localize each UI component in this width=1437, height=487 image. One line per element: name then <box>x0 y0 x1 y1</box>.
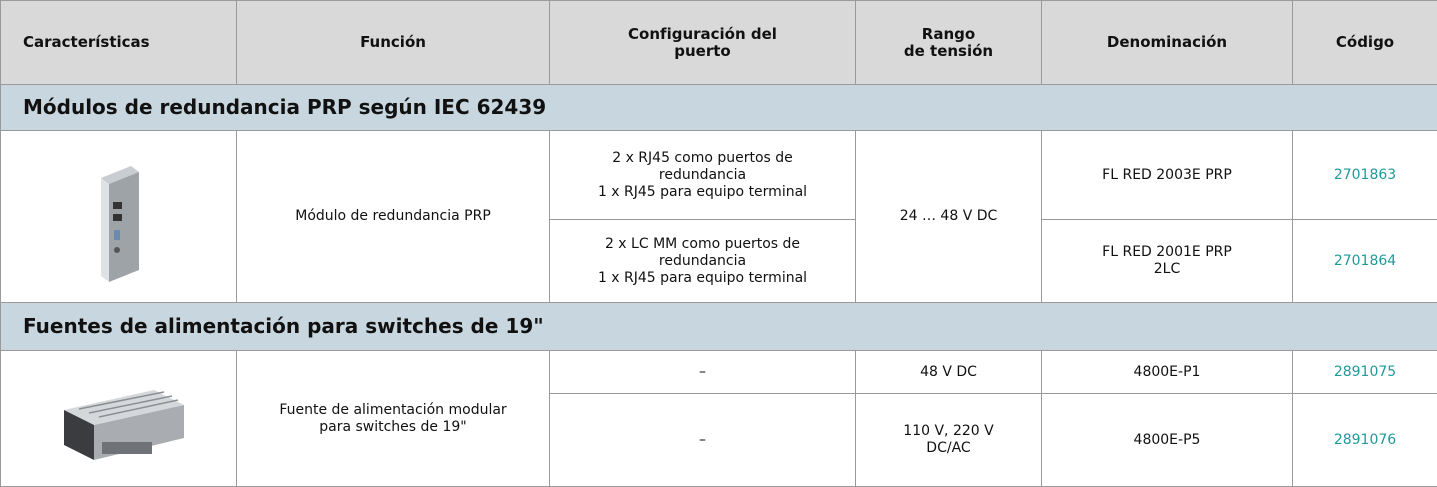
column-header: Código <box>1293 1 1437 85</box>
section-row: Fuentes de alimentación para switches de… <box>1 303 1437 351</box>
function-cell: Módulo de redundancia PRP <box>237 131 550 303</box>
product-row: Fuente de alimentación modular para swit… <box>1 351 1437 394</box>
code-cell: 2701863 <box>1293 131 1437 220</box>
column-header: Rango de tensión <box>856 1 1042 85</box>
voltage-cell: 48 V DC <box>856 351 1042 394</box>
product-code-link[interactable]: 2701863 <box>1334 167 1396 183</box>
code-cell: 2891076 <box>1293 394 1437 487</box>
header-row: Características Función Configuración de… <box>1 1 1437 85</box>
code-cell: 2701864 <box>1293 220 1437 303</box>
voltage-cell: 24 … 48 V DC <box>856 131 1042 303</box>
section-title: Fuentes de alimentación para switches de… <box>1 303 1437 351</box>
column-header: Denominación <box>1042 1 1293 85</box>
product-image-cell <box>1 131 237 303</box>
config-cell: – <box>550 351 856 394</box>
product-code-link[interactable]: 2891076 <box>1334 432 1396 448</box>
product-row: Módulo de redundancia PRP 2 x RJ45 como … <box>1 131 1437 220</box>
name-cell: 4800E-P5 <box>1042 394 1293 487</box>
product-image <box>44 380 194 470</box>
name-cell: FL RED 2001E PRP 2LC <box>1042 220 1293 303</box>
function-cell: Fuente de alimentación modular para swit… <box>237 351 550 487</box>
column-header: Función <box>237 1 550 85</box>
product-image-cell <box>1 351 237 487</box>
product-code-link[interactable]: 2701864 <box>1334 253 1396 269</box>
column-header: Configuración del puerto <box>550 1 856 85</box>
product-image <box>89 158 149 288</box>
config-cell: – <box>550 394 856 487</box>
name-cell: FL RED 2003E PRP <box>1042 131 1293 220</box>
column-header: Características <box>1 1 237 85</box>
voltage-cell: 110 V, 220 V DC/AC <box>856 394 1042 487</box>
config-cell: 2 x LC MM como puertos de redundancia 1 … <box>550 220 856 303</box>
section-row: Módulos de redundancia PRP según IEC 624… <box>1 85 1437 131</box>
config-cell: 2 x RJ45 como puertos de redundancia 1 x… <box>550 131 856 220</box>
name-cell: 4800E-P1 <box>1042 351 1293 394</box>
section-title: Módulos de redundancia PRP según IEC 624… <box>1 85 1437 131</box>
code-cell: 2891075 <box>1293 351 1437 394</box>
product-code-link[interactable]: 2891075 <box>1334 364 1396 380</box>
